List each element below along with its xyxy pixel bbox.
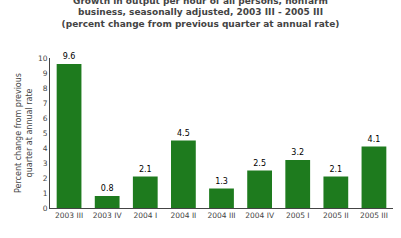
- svg-text:2005 II: 2005 II: [323, 211, 349, 220]
- svg-text:2005 I: 2005 I: [286, 211, 310, 220]
- svg-text:1: 1: [43, 189, 48, 198]
- svg-text:2.1: 2.1: [139, 165, 152, 174]
- svg-text:2004 IV: 2004 IV: [245, 211, 275, 220]
- svg-text:4.5: 4.5: [177, 129, 190, 138]
- svg-text:9.6: 9.6: [63, 52, 76, 61]
- svg-text:2.1: 2.1: [329, 165, 342, 174]
- svg-text:0.8: 0.8: [101, 184, 114, 193]
- svg-text:2003 IV: 2003 IV: [93, 211, 123, 220]
- svg-text:4: 4: [43, 144, 48, 153]
- svg-text:8: 8: [43, 84, 48, 93]
- svg-text:5: 5: [43, 129, 48, 138]
- svg-text:3: 3: [43, 159, 48, 168]
- svg-text:Percent change from previousqu: Percent change from previousquarter at a…: [14, 73, 33, 193]
- svg-text:2004 III: 2004 III: [207, 211, 235, 220]
- svg-text:2: 2: [43, 174, 48, 183]
- svg-text:2005 III: 2005 III: [360, 211, 388, 220]
- svg-text:2.5: 2.5: [253, 159, 266, 168]
- svg-text:3.2: 3.2: [291, 148, 304, 157]
- svg-text:10: 10: [38, 54, 48, 63]
- svg-text:0: 0: [43, 204, 48, 213]
- svg-text:7: 7: [43, 99, 48, 108]
- svg-text:1.3: 1.3: [215, 177, 228, 186]
- svg-text:2003 III: 2003 III: [55, 211, 83, 220]
- svg-text:2004 I: 2004 I: [133, 211, 157, 220]
- svg-text:4.1: 4.1: [368, 135, 381, 144]
- svg-text:9: 9: [43, 69, 48, 78]
- svg-text:2004 II: 2004 II: [170, 211, 196, 220]
- svg-text:Growth in output per hour of a: Growth in output per hour of all persons…: [62, 0, 340, 29]
- svg-text:6: 6: [43, 114, 48, 123]
